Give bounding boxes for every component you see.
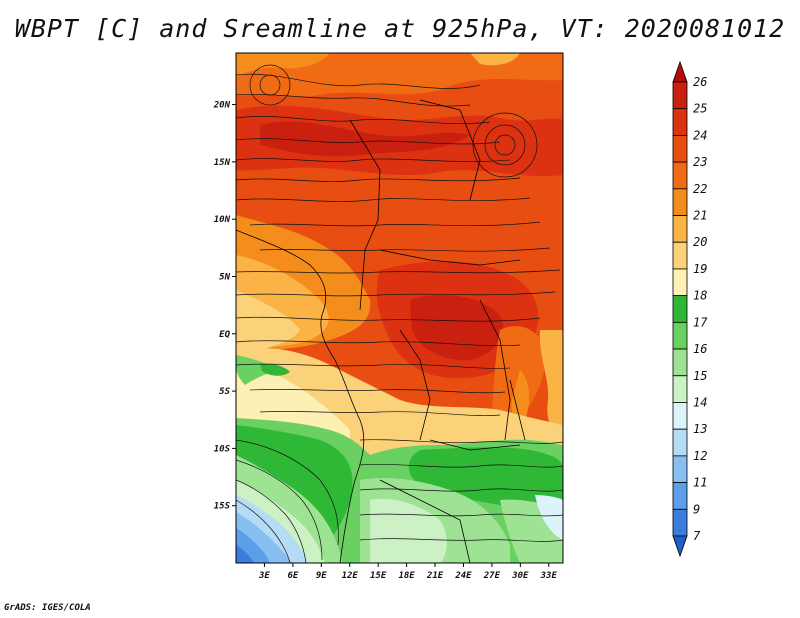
colorbar-label: 9	[693, 502, 700, 516]
lat-tick-label: 20N	[213, 101, 231, 111]
colorbar-label: 13	[693, 422, 707, 436]
streamlines	[236, 64, 563, 563]
colorbar-swatch	[672, 188, 688, 216]
colorbar-label: 16	[693, 342, 707, 356]
lat-tick-label: 15N	[214, 158, 231, 168]
credit-label: GrADS: IGES/COLA	[4, 603, 91, 613]
lon-tick-label: 12E	[342, 571, 359, 581]
colorbar-label: 17	[693, 315, 708, 329]
colorbar-swatch	[672, 268, 688, 297]
colorbar-bottom-triangle	[672, 535, 688, 558]
lon-tick-label: 15E	[370, 571, 387, 581]
longitude-axis: 3E 6E 9E 12E 15E 18E 21E 24E 27E 30E 33E	[258, 563, 557, 581]
colorbar-label: 20	[693, 235, 707, 249]
colorbar-label: 22	[693, 182, 707, 196]
lon-tick-label: 24E	[454, 571, 472, 581]
colorbar: 26 25 24 23 22 21 20 19 18 17 16 15 14 13 12 11 9 7	[672, 60, 708, 558]
colorbar-label: 21	[693, 209, 707, 223]
colorbar-label: 15	[693, 369, 707, 383]
latitude-axis: 20N 15N 10N 5N EQ 5S 10S 15S	[213, 101, 236, 512]
colorbar-label: 24	[693, 128, 707, 142]
colorbar-label: 14	[693, 395, 707, 409]
colorbar-top-triangle	[672, 60, 688, 83]
lat-tick-label: 5S	[219, 387, 230, 397]
colorbar-swatch	[672, 321, 688, 350]
lon-tick-label: 30E	[511, 571, 529, 581]
colorbar-swatch	[672, 81, 688, 110]
lon-tick-label: 3E	[258, 571, 270, 581]
lat-tick-label: 10S	[214, 444, 231, 454]
lon-tick-label: 9E	[316, 571, 327, 581]
colorbar-label: 25	[693, 102, 707, 116]
lon-tick-label: 33E	[540, 571, 558, 581]
map-frame	[235, 52, 564, 564]
colorbar-swatch	[672, 428, 688, 457]
colorbar-swatch	[672, 135, 688, 163]
colorbar-label: 19	[693, 262, 707, 276]
borders	[236, 99, 526, 563]
colorbar-swatch	[672, 455, 688, 483]
colorbar-swatch	[672, 161, 688, 190]
colorbar-swatch	[672, 348, 688, 377]
chart-title: WBPT [C] and Sreamline at 925hPa, VT: 20…	[14, 14, 786, 43]
colorbar-label: 26	[693, 75, 707, 89]
colorbar-swatch	[672, 108, 688, 136]
colorbar-swatch	[672, 241, 688, 270]
colorbar-swatch	[672, 295, 688, 323]
colorbar-label: 11	[693, 476, 707, 490]
lat-tick-label: 5N	[219, 272, 230, 282]
lon-tick-label: 18E	[398, 571, 415, 581]
lon-tick-label: 6E	[287, 571, 298, 581]
colorbar-swatch	[672, 375, 688, 403]
colorbar-swatch	[672, 508, 688, 537]
colorbar-label: 23	[693, 155, 707, 169]
lat-tick-label: 15S	[214, 502, 231, 512]
colorbar-label: 18	[693, 289, 707, 303]
colorbar-label: 7	[693, 529, 701, 543]
colorbar-swatch	[672, 215, 688, 243]
lat-tick-label: EQ	[219, 330, 230, 340]
wbpt-field	[236, 53, 563, 563]
colorbar-label: 12	[693, 449, 707, 463]
lon-tick-label: 27E	[483, 571, 501, 581]
colorbar-swatch	[672, 482, 688, 510]
colorbar-swatch	[672, 402, 688, 430]
lon-tick-label: 21E	[426, 571, 444, 581]
lat-tick-label: 10N	[214, 215, 231, 225]
